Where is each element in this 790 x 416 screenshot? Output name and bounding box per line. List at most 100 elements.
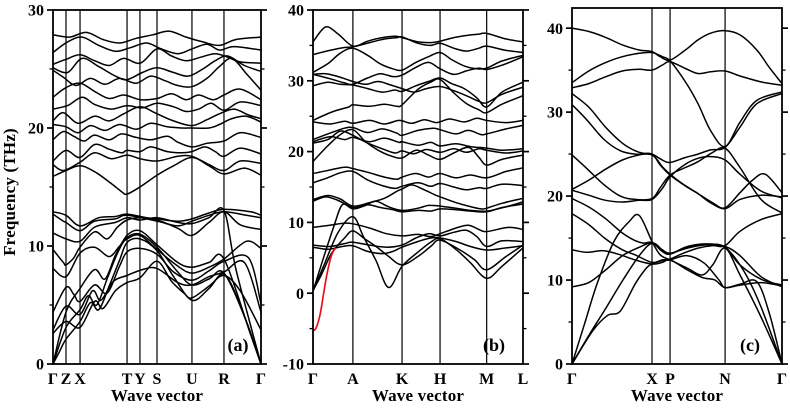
phonon-branch bbox=[313, 72, 523, 104]
x-symmetry-label: N bbox=[719, 371, 731, 388]
panel-c: 0 10 20 30 40 Γ X P N Γ bbox=[547, 7, 788, 388]
x-symmetry-label: H bbox=[434, 371, 447, 388]
phonon-branch bbox=[313, 26, 523, 48]
y-tick-label: 20 bbox=[547, 189, 563, 206]
phonon-branch bbox=[313, 47, 523, 74]
phonon-branch bbox=[53, 152, 261, 172]
panel-frame bbox=[571, 7, 783, 365]
y-tick-label: -10 bbox=[283, 357, 304, 374]
phonon-branch bbox=[572, 212, 782, 264]
phonon-branch bbox=[313, 215, 523, 292]
phonon-branch bbox=[313, 236, 523, 255]
y-tick-label: 10 bbox=[547, 273, 563, 290]
phonon-branch bbox=[53, 57, 261, 91]
x-symmetry-label: X bbox=[646, 371, 658, 388]
panel-label-a: (a) bbox=[227, 335, 249, 355]
phonon-branch bbox=[53, 48, 261, 67]
x-symmetry-label: A bbox=[347, 371, 359, 388]
panel-label-c: (c) bbox=[740, 335, 760, 355]
panel-label-b: (b) bbox=[483, 335, 505, 355]
phonon-branch bbox=[313, 117, 523, 125]
y-tick-label: 10 bbox=[28, 239, 44, 256]
y-tick-label: 20 bbox=[28, 121, 44, 138]
x-symmetry-label: Γ bbox=[777, 371, 787, 388]
y-tick-label: 30 bbox=[28, 3, 44, 20]
phonon-branch bbox=[53, 143, 261, 162]
phonon-branch bbox=[313, 170, 523, 191]
x-symmetry-label: U bbox=[186, 371, 198, 388]
phonon-branch bbox=[53, 208, 261, 227]
phonon-branch bbox=[572, 60, 782, 89]
phonon-branch bbox=[313, 184, 523, 210]
phonon-branch bbox=[53, 247, 261, 313]
phonon-branch bbox=[53, 36, 261, 55]
x-axis-title-panel-b: Wave vector bbox=[371, 386, 465, 405]
phonon-branch bbox=[313, 230, 523, 292]
phonon-branch bbox=[53, 115, 261, 134]
y-axis-title: Frequency (THz) bbox=[0, 128, 19, 256]
x-axis-title-panel-a: Wave vector bbox=[110, 386, 204, 405]
phonon-branch bbox=[572, 249, 782, 289]
band-curves bbox=[313, 26, 523, 332]
phonon-branch bbox=[572, 51, 782, 148]
phonon-branch bbox=[313, 35, 523, 56]
x-symmetry-label: Y bbox=[134, 371, 146, 388]
phonon-branch bbox=[53, 211, 261, 232]
phonon-branch bbox=[313, 78, 523, 122]
x-symmetry-label: Z bbox=[61, 371, 72, 388]
y-tick-label: 30 bbox=[547, 105, 563, 122]
x-symmetry-label: S bbox=[153, 371, 162, 388]
phonon-branch bbox=[53, 211, 261, 266]
y-tick-label: 0 bbox=[555, 357, 563, 374]
phonon-branch bbox=[53, 96, 261, 113]
x-symmetry-label: K bbox=[396, 371, 409, 388]
y-tick-label: 20 bbox=[288, 144, 304, 161]
phonon-branch bbox=[53, 234, 261, 278]
band-curves bbox=[572, 27, 782, 364]
x-axis-title-panel-c: Wave vector bbox=[630, 386, 724, 405]
x-symmetry-label: Γ bbox=[48, 371, 58, 388]
x-symmetry-label: P bbox=[665, 371, 675, 388]
band-curves bbox=[53, 30, 261, 364]
x-symmetry-label: Γ bbox=[256, 371, 266, 388]
x-symmetry-label: M bbox=[479, 371, 494, 388]
phonon-branch bbox=[572, 213, 782, 364]
y-tick-label: 0 bbox=[36, 357, 44, 374]
x-symmetry-label: R bbox=[218, 371, 230, 388]
phonon-branch bbox=[53, 260, 261, 331]
phonon-branch bbox=[53, 30, 261, 47]
phonon-branch bbox=[313, 222, 523, 238]
phonon-branch bbox=[53, 106, 261, 127]
phonon-branch bbox=[313, 124, 523, 141]
phonon-branch bbox=[313, 130, 523, 155]
y-tick-label: 40 bbox=[288, 3, 304, 20]
phonon-branch bbox=[53, 156, 261, 196]
y-tick-label: 30 bbox=[288, 73, 304, 90]
phonon-branch bbox=[53, 82, 261, 101]
y-tick-label: 10 bbox=[288, 215, 304, 232]
phonon-branch bbox=[313, 196, 523, 213]
x-symmetry-label: Γ bbox=[308, 371, 318, 388]
phonon-branch bbox=[572, 155, 782, 203]
x-symmetry-label: X bbox=[74, 371, 86, 388]
phonon-branch bbox=[313, 166, 523, 180]
panel-b: -10 0 10 20 30 40 Γ A K H M L bbox=[283, 3, 529, 388]
y-tick-label: 0 bbox=[296, 286, 304, 303]
y-tick-label: 40 bbox=[547, 21, 563, 38]
phonon-branch bbox=[572, 197, 782, 286]
phonon-branch bbox=[53, 232, 261, 364]
x-symmetry-label: T bbox=[122, 371, 133, 388]
phonon-branch bbox=[572, 92, 782, 164]
phonon-branch bbox=[572, 27, 782, 85]
imaginary-soft-mode-branch bbox=[313, 247, 336, 332]
phonon-branch bbox=[572, 103, 782, 209]
phonon-branch bbox=[313, 135, 523, 151]
x-symmetry-label: Γ bbox=[567, 371, 577, 388]
phonon-branch bbox=[313, 128, 523, 166]
phonon-branch bbox=[572, 242, 782, 288]
phonon-branch bbox=[53, 229, 261, 364]
phonon-branch bbox=[53, 130, 261, 148]
